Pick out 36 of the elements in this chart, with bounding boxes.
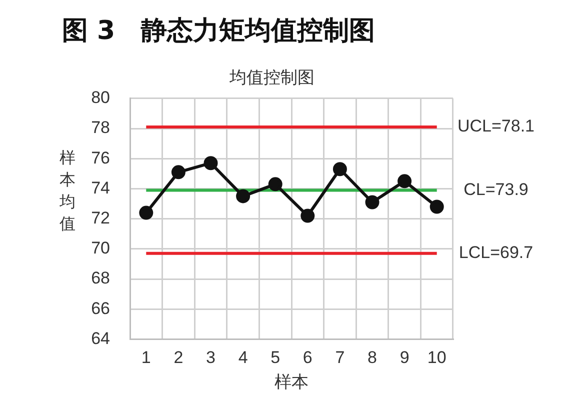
y-tick-label: 80 <box>91 88 110 108</box>
x-tick-label: 9 <box>400 348 410 368</box>
y-axis-title: 样本均值 <box>59 147 76 235</box>
x-tick-label: 6 <box>302 348 312 368</box>
x-axis-title: 样本 <box>274 372 308 392</box>
x-tick-label: 10 <box>427 348 446 368</box>
y-tick-label: 66 <box>91 298 110 318</box>
x-tick-label: 2 <box>174 348 184 368</box>
point <box>268 177 282 192</box>
y-tick-label: 76 <box>91 148 110 168</box>
y-tick-label: 68 <box>91 268 110 288</box>
x-tick-label: 3 <box>206 348 216 368</box>
chart-subtitle: 均值控制图 <box>228 68 314 87</box>
point <box>398 174 412 188</box>
y-tick-label: 74 <box>91 178 110 198</box>
chart-title: 图 3 静态力矩均值控制图 <box>62 15 376 48</box>
ref-line-label: CL=73.9 <box>464 180 528 199</box>
x-tick-label: 8 <box>368 348 377 368</box>
y-tick-label: 78 <box>91 118 110 138</box>
y-tick-label: 70 <box>91 238 110 258</box>
point <box>430 200 444 214</box>
point <box>300 208 315 223</box>
point <box>332 162 347 176</box>
point <box>171 165 186 180</box>
point <box>204 156 218 170</box>
x-tick-label: 4 <box>238 348 248 368</box>
ref-line-label: LCL=69.7 <box>458 243 534 262</box>
x-tick-label: 5 <box>270 348 280 368</box>
x-tick-label: 1 <box>141 348 151 368</box>
point <box>236 189 250 204</box>
y-tick-label: 72 <box>91 208 110 228</box>
x-tick-label: 7 <box>335 348 345 368</box>
y-tick-label: 64 <box>91 328 110 348</box>
ref-line-label: UCL=78.1 <box>457 116 535 136</box>
point <box>139 206 154 220</box>
point <box>365 195 380 210</box>
